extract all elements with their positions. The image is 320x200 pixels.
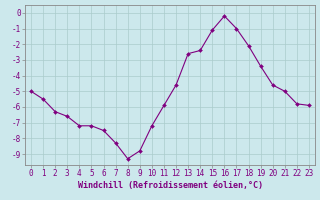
X-axis label: Windchill (Refroidissement éolien,°C): Windchill (Refroidissement éolien,°C) bbox=[77, 181, 262, 190]
